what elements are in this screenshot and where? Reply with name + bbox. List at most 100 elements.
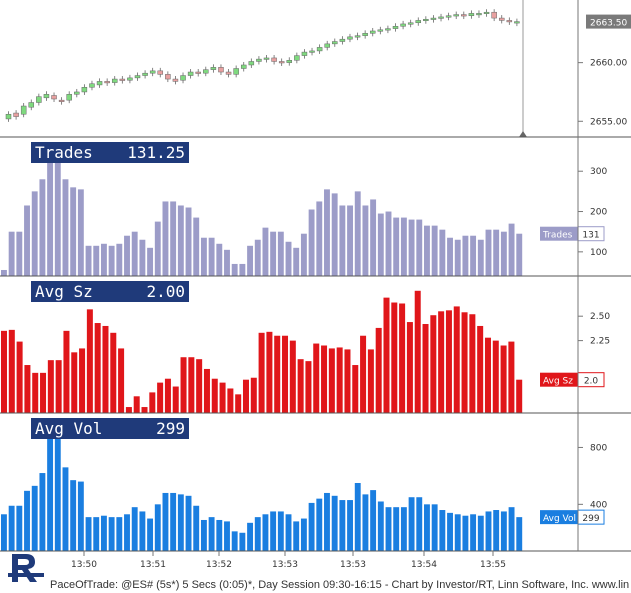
bar bbox=[211, 378, 218, 413]
candle bbox=[89, 83, 95, 88]
bar bbox=[477, 239, 484, 276]
bar bbox=[367, 349, 374, 413]
bar bbox=[139, 511, 146, 551]
x-tick-label: 13:54 bbox=[411, 560, 437, 570]
bar bbox=[406, 322, 413, 413]
bar bbox=[24, 365, 31, 413]
candle bbox=[278, 61, 285, 64]
bar bbox=[224, 521, 230, 551]
bar bbox=[1, 514, 7, 551]
bar bbox=[224, 249, 230, 276]
current-value-name: Avg Vol bbox=[543, 514, 576, 524]
bar bbox=[8, 231, 15, 276]
bar bbox=[454, 514, 461, 551]
y-tick-label: 2655.00 bbox=[590, 117, 627, 127]
bar bbox=[339, 205, 346, 276]
panel-title-value: 299 bbox=[156, 419, 185, 438]
price-panel: 2655.00 2660.00 2663.50 bbox=[5, 0, 631, 137]
bar bbox=[336, 347, 343, 413]
bar bbox=[347, 500, 353, 551]
bar bbox=[399, 303, 406, 413]
bar bbox=[147, 247, 154, 276]
bar bbox=[149, 392, 156, 413]
bar bbox=[85, 517, 92, 551]
y-tick-label: 100 bbox=[590, 248, 607, 258]
panel-title: Avg Vol bbox=[35, 419, 102, 438]
bar bbox=[116, 517, 123, 551]
bar bbox=[516, 379, 523, 413]
bar bbox=[154, 221, 161, 276]
bar bbox=[447, 512, 453, 551]
bar bbox=[344, 349, 351, 413]
bar bbox=[375, 327, 382, 413]
trades-panel: 100 200 300 Trades 131.25 Trades 131 bbox=[1, 142, 607, 276]
candle bbox=[81, 87, 88, 93]
candle bbox=[445, 15, 452, 18]
candle bbox=[203, 69, 209, 74]
candle bbox=[316, 47, 323, 52]
bar bbox=[370, 199, 377, 276]
candle bbox=[377, 29, 384, 32]
bar bbox=[508, 507, 515, 551]
current-value-name: Avg Sz bbox=[543, 377, 573, 387]
panel-title-value: 131.25 bbox=[127, 143, 185, 162]
bar bbox=[485, 511, 492, 551]
bar bbox=[438, 311, 445, 413]
bar bbox=[254, 517, 261, 551]
bar bbox=[177, 494, 184, 551]
bar bbox=[484, 337, 491, 413]
y-tick-label: 800 bbox=[590, 443, 607, 453]
bar bbox=[216, 243, 223, 276]
bar bbox=[408, 219, 415, 276]
bar bbox=[170, 492, 177, 551]
current-value-tag bbox=[540, 226, 580, 241]
bar bbox=[262, 227, 269, 276]
x-tick-label: 13:51 bbox=[140, 560, 166, 570]
candle bbox=[225, 71, 232, 75]
bar bbox=[431, 225, 438, 276]
candle bbox=[233, 68, 239, 75]
chart-footer-caption: PaceOfTrade: @ES# (5s*) 5 Secs (0:05)*, … bbox=[50, 579, 630, 591]
bar bbox=[282, 335, 289, 413]
bar bbox=[385, 507, 392, 551]
bar bbox=[308, 209, 315, 276]
panel-title-box bbox=[31, 418, 189, 439]
current-value-name: Trades bbox=[542, 231, 573, 241]
bar bbox=[31, 485, 38, 551]
candle bbox=[157, 70, 164, 75]
bar bbox=[203, 368, 210, 413]
bar bbox=[77, 189, 84, 276]
candle bbox=[218, 67, 224, 73]
bar bbox=[354, 191, 361, 276]
bar bbox=[293, 247, 300, 276]
x-tick-label: 13:53 bbox=[272, 560, 298, 570]
bar bbox=[193, 217, 200, 276]
bar bbox=[431, 504, 438, 551]
bar bbox=[300, 518, 307, 551]
candle bbox=[149, 70, 156, 74]
candle bbox=[430, 17, 437, 20]
bar bbox=[162, 201, 169, 276]
candle bbox=[111, 78, 118, 83]
bar bbox=[354, 483, 361, 551]
avg-volume-panel: 400 800 Avg Vol 299 Avg Vol 299 bbox=[1, 418, 607, 551]
bar bbox=[377, 501, 384, 551]
bar bbox=[102, 325, 109, 413]
bar bbox=[124, 235, 130, 276]
candle bbox=[66, 94, 72, 101]
bar bbox=[485, 229, 492, 276]
bar bbox=[347, 205, 353, 276]
bar bbox=[100, 243, 107, 276]
bar bbox=[154, 504, 161, 551]
candle bbox=[483, 11, 490, 14]
bar bbox=[461, 312, 468, 413]
bar bbox=[47, 360, 54, 413]
bar bbox=[231, 263, 238, 276]
panel-title-box bbox=[31, 281, 189, 302]
bar bbox=[85, 245, 92, 276]
bar bbox=[55, 360, 62, 413]
bar bbox=[170, 201, 177, 276]
candle bbox=[339, 38, 346, 42]
panel-title: Avg Sz bbox=[35, 282, 93, 301]
bar bbox=[47, 427, 54, 551]
